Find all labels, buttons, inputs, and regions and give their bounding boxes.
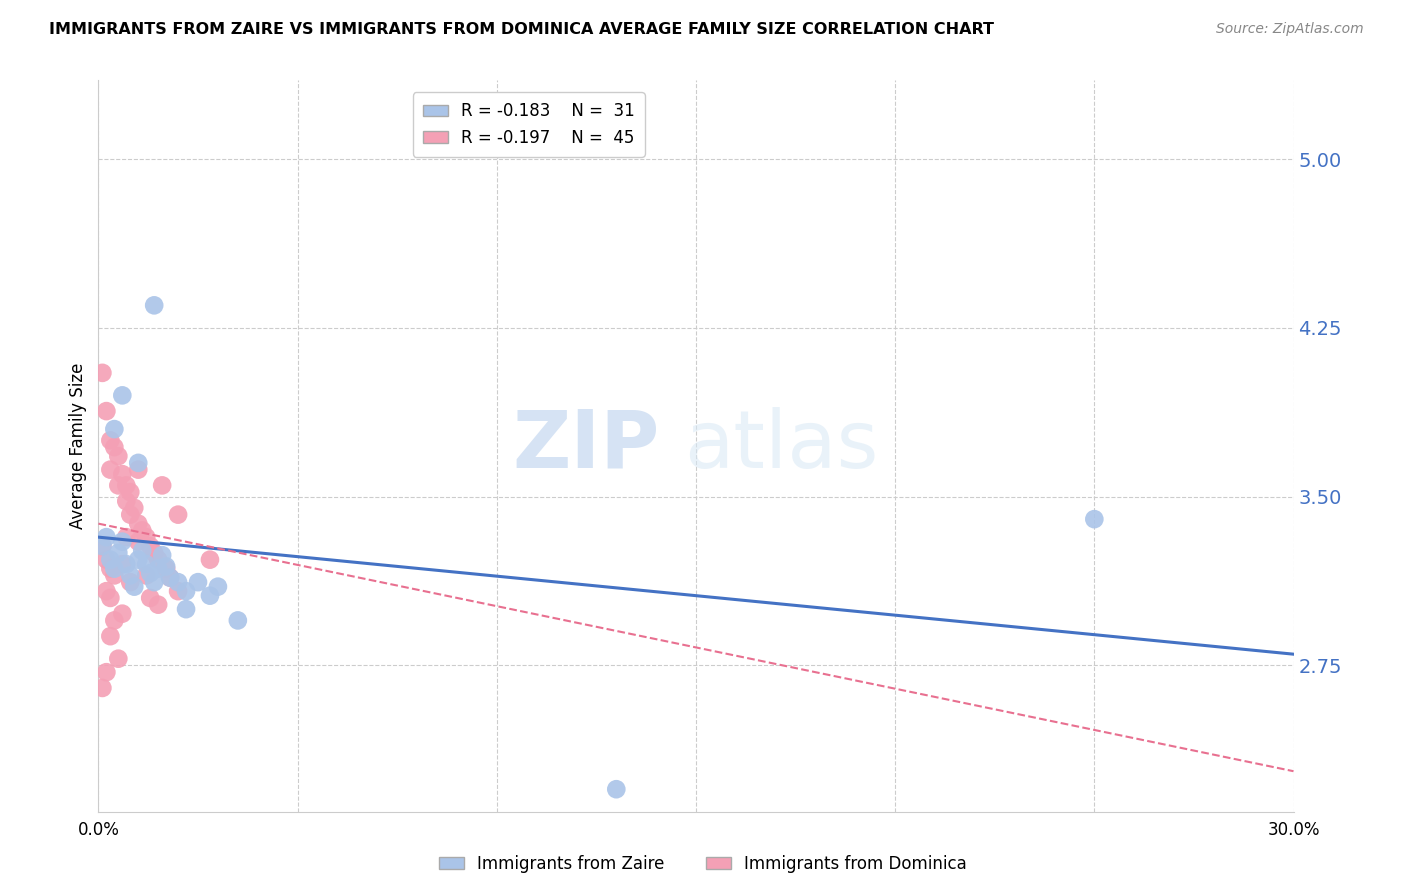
Point — [107, 449, 129, 463]
Legend: Immigrants from Zaire, Immigrants from Dominica: Immigrants from Zaire, Immigrants from D… — [432, 848, 974, 880]
Point — [150, 478, 173, 492]
Point — [107, 478, 129, 492]
Point — [198, 589, 221, 603]
Point — [107, 546, 129, 560]
Point — [198, 552, 221, 566]
Y-axis label: Average Family Size: Average Family Size — [69, 363, 87, 529]
Point — [127, 552, 149, 566]
Point — [103, 562, 125, 576]
Point — [159, 571, 181, 585]
Point — [127, 534, 149, 549]
Point — [139, 539, 162, 553]
Legend: R = -0.183    N =  31, R = -0.197    N =  45: R = -0.183 N = 31, R = -0.197 N = 45 — [412, 92, 645, 157]
Point — [115, 478, 138, 492]
Point — [148, 552, 170, 566]
Point — [98, 629, 122, 643]
Point — [174, 584, 197, 599]
Point — [115, 557, 138, 571]
Text: ZIP: ZIP — [513, 407, 661, 485]
Point — [174, 602, 197, 616]
Point — [148, 562, 170, 576]
Point — [131, 543, 153, 558]
Point — [111, 607, 134, 621]
Point — [96, 530, 118, 544]
Point — [155, 562, 177, 576]
Point — [111, 388, 134, 402]
Point — [98, 462, 122, 476]
Point — [143, 575, 166, 590]
Point — [167, 584, 190, 599]
Text: IMMIGRANTS FROM ZAIRE VS IMMIGRANTS FROM DOMINICA AVERAGE FAMILY SIZE CORRELATIO: IMMIGRANTS FROM ZAIRE VS IMMIGRANTS FROM… — [49, 22, 994, 37]
Point — [103, 614, 125, 628]
Point — [98, 434, 122, 448]
Text: atlas: atlas — [685, 407, 879, 485]
Point — [111, 534, 134, 549]
Point — [150, 548, 173, 562]
Point — [167, 508, 190, 522]
Point — [127, 456, 149, 470]
Point — [91, 539, 114, 553]
Point — [120, 575, 142, 590]
Point — [107, 651, 129, 665]
Point — [127, 462, 149, 476]
Point — [98, 591, 122, 605]
Point — [135, 530, 157, 544]
Point — [155, 559, 177, 574]
Point — [139, 566, 162, 581]
Point — [135, 568, 157, 582]
Point — [127, 516, 149, 531]
Point — [91, 681, 114, 695]
Point — [120, 508, 142, 522]
Point — [187, 575, 209, 590]
Point — [103, 422, 125, 436]
Point — [139, 591, 162, 605]
Point — [124, 580, 146, 594]
Point — [124, 500, 146, 515]
Point — [103, 440, 125, 454]
Point — [91, 366, 114, 380]
Point — [605, 782, 627, 797]
Point — [143, 546, 166, 560]
Point — [115, 494, 138, 508]
Point — [207, 580, 229, 594]
Point — [120, 568, 142, 582]
Point — [135, 557, 157, 571]
Point — [115, 530, 138, 544]
Point — [143, 298, 166, 312]
Point — [96, 665, 118, 680]
Point — [98, 552, 122, 566]
Point — [96, 404, 118, 418]
Point — [103, 568, 125, 582]
Point — [98, 562, 122, 576]
Point — [91, 539, 114, 553]
Text: Source: ZipAtlas.com: Source: ZipAtlas.com — [1216, 22, 1364, 37]
Point — [111, 557, 134, 571]
Point — [167, 575, 190, 590]
Point — [1083, 512, 1105, 526]
Point — [96, 552, 118, 566]
Point — [148, 598, 170, 612]
Point — [226, 614, 249, 628]
Point — [96, 584, 118, 599]
Point — [159, 571, 181, 585]
Point — [131, 524, 153, 538]
Point — [120, 485, 142, 500]
Point — [111, 467, 134, 482]
